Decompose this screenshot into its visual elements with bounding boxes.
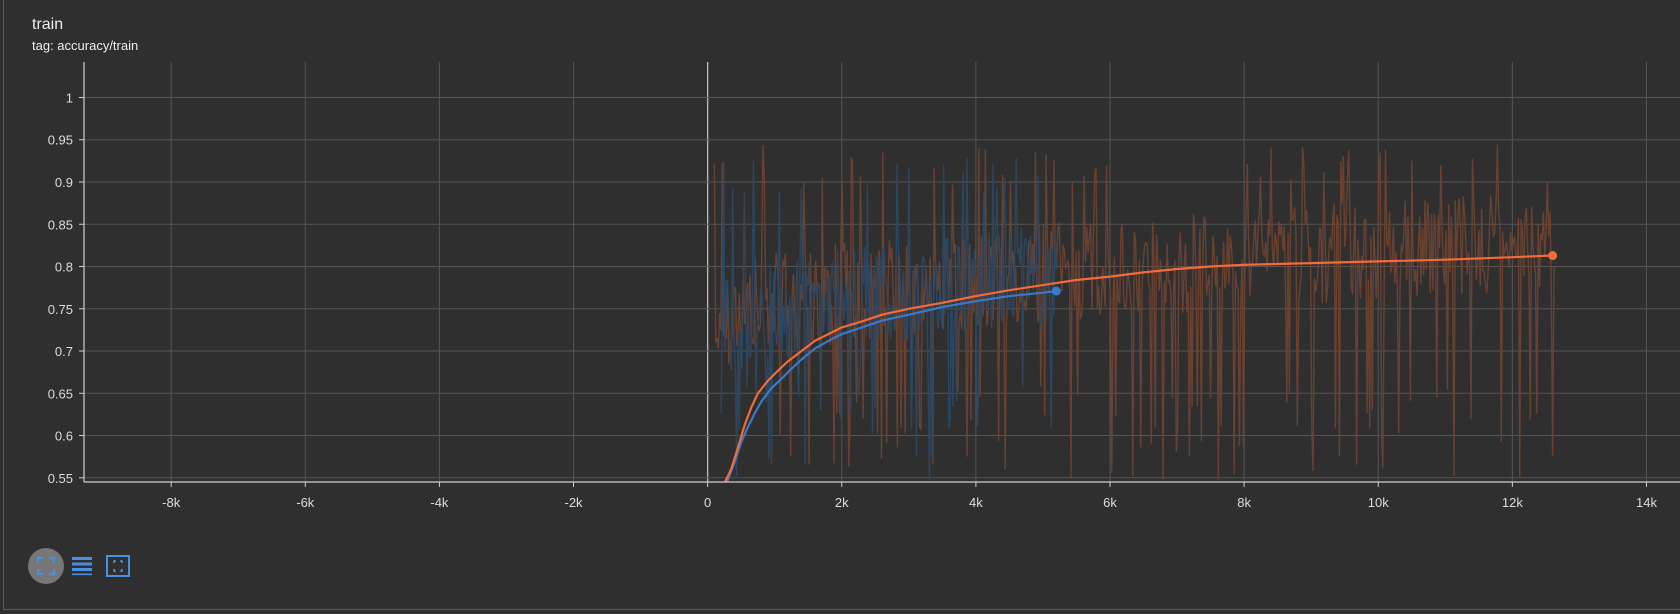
- series-end-marker-1: [1051, 286, 1061, 296]
- raw-series-line-1: [720, 157, 1058, 480]
- x-tick-label: -2k: [564, 495, 583, 510]
- x-tick-label: 4k: [969, 495, 983, 510]
- y-tick-label: 0.85: [48, 217, 73, 232]
- y-tick-label: 0.6: [55, 429, 73, 444]
- smoothed-series-line-1: [726, 289, 1057, 483]
- axes: -8k -6k -4k -2k 0 2k 4k 6k 8k 10k 12k 14k 0.55 0.6 0.6…: [48, 62, 1680, 510]
- x-tick-label: -4k: [430, 495, 449, 510]
- series-end-marker-0: [1548, 251, 1558, 261]
- chart-tag-label: tag: accuracy/train: [32, 38, 139, 53]
- toggle-log-scale-button[interactable]: [64, 548, 100, 584]
- log-scale-icon: [72, 557, 92, 576]
- x-tick-label: -6k: [296, 495, 315, 510]
- x-tick-label: 6k: [1103, 495, 1117, 510]
- expand-icon: [106, 555, 130, 577]
- x-tick-label: 2k: [835, 495, 849, 510]
- x-tick-label: -8k: [162, 495, 181, 510]
- y-tick-label: 0.55: [48, 471, 73, 486]
- x-tick-label: 12k: [1502, 495, 1523, 510]
- x-tick-label: 8k: [1237, 495, 1251, 510]
- expand-chart-button[interactable]: [100, 548, 136, 584]
- y-tick-label: 0.8: [55, 260, 73, 275]
- chart-title: train: [32, 16, 64, 33]
- y-tick-label: 0.65: [48, 386, 73, 401]
- x-tick-label: 0: [704, 495, 711, 510]
- y-tick-label: 0.9: [55, 175, 73, 190]
- y-tick-label: 0.95: [48, 133, 73, 148]
- y-tick-label: 1: [66, 90, 73, 105]
- y-tick-label: 0.75: [48, 302, 73, 317]
- smoothed-series-line-0: [724, 254, 1553, 483]
- fit-domain-icon: [36, 556, 56, 576]
- x-tick-label: 10k: [1368, 495, 1389, 510]
- smoothed-series-layer: [724, 251, 1558, 483]
- raw-series-layer: [713, 144, 1556, 480]
- fit-domain-button[interactable]: [28, 548, 64, 584]
- raw-series-line-0: [713, 144, 1556, 480]
- x-tick-label: 14k: [1636, 495, 1657, 510]
- y-tick-label: 0.7: [55, 344, 73, 359]
